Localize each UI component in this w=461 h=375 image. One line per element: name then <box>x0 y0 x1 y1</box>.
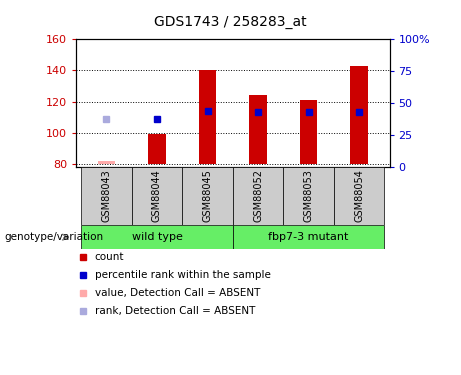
Bar <box>350 66 368 164</box>
Bar <box>98 161 115 164</box>
Text: GSM88045: GSM88045 <box>202 170 213 222</box>
Bar <box>81 225 233 249</box>
Text: GDS1743 / 258283_at: GDS1743 / 258283_at <box>154 15 307 29</box>
Text: GSM88052: GSM88052 <box>253 170 263 222</box>
Bar <box>249 95 267 164</box>
Text: GSM88053: GSM88053 <box>304 170 313 222</box>
Text: GSM88054: GSM88054 <box>354 170 364 222</box>
Bar <box>300 100 318 164</box>
Bar <box>199 70 216 164</box>
Bar <box>334 167 384 225</box>
Text: rank, Detection Call = ABSENT: rank, Detection Call = ABSENT <box>95 306 255 316</box>
Bar <box>284 167 334 225</box>
Bar <box>81 167 132 225</box>
Bar <box>233 225 384 249</box>
Text: count: count <box>95 252 124 262</box>
Bar <box>132 167 182 225</box>
Bar <box>182 167 233 225</box>
Bar <box>148 134 166 164</box>
Text: percentile rank within the sample: percentile rank within the sample <box>95 270 271 280</box>
Text: wild type: wild type <box>131 232 183 242</box>
Bar <box>233 167 284 225</box>
Text: fbp7-3 mutant: fbp7-3 mutant <box>268 232 349 242</box>
Text: GSM88043: GSM88043 <box>101 170 112 222</box>
Text: GSM88044: GSM88044 <box>152 170 162 222</box>
Text: genotype/variation: genotype/variation <box>5 232 104 242</box>
Text: value, Detection Call = ABSENT: value, Detection Call = ABSENT <box>95 288 260 298</box>
